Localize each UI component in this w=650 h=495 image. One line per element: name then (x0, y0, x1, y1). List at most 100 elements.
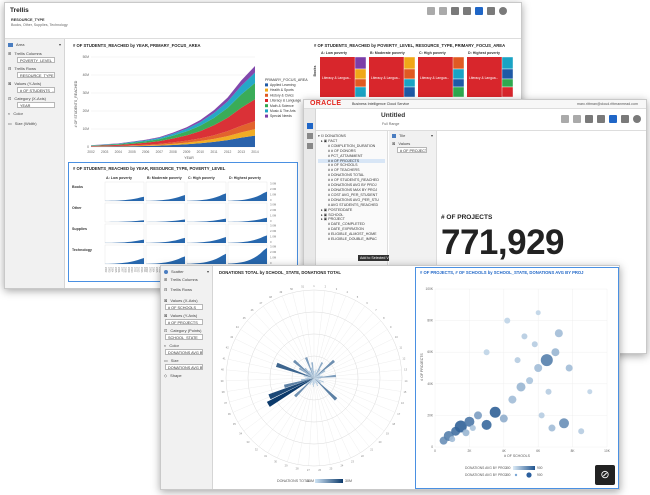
polar-bar (311, 378, 314, 383)
area-y-tick: 0 (87, 145, 89, 149)
category-label: Category (X-Axis) (14, 96, 46, 101)
scatter-window: Scatter ▾ ⊞ Trellis Columns ⊟ Trellis Rows… (160, 265, 620, 490)
sm-y-tick: 3.0M (270, 203, 277, 207)
share-icon[interactable] (597, 115, 605, 123)
tile-values-row[interactable]: ⊠ Values (389, 141, 436, 146)
scatter-trellis-rows[interactable]: ⊟ Trellis Rows (161, 287, 212, 292)
polar-category-label: 8 (383, 316, 385, 320)
settings-icon[interactable] (633, 115, 641, 123)
tree-item[interactable]: ▸ ▣ FACT (321, 138, 338, 143)
redo-icon[interactable] (573, 115, 581, 123)
polar-spoke (313, 290, 325, 379)
viz-type-selector[interactable]: Area ▾ (5, 42, 64, 47)
area-x-tick: 2012 (224, 150, 232, 154)
polar-category-label: 4 (347, 290, 349, 294)
category-field[interactable]: YEAR (17, 102, 55, 108)
scatter-category-field[interactable]: SCHOOL_STATE (165, 334, 203, 340)
data-elements-icon[interactable] (307, 123, 313, 129)
scatter-viz-type[interactable]: Scatter ▾ (161, 269, 212, 274)
trellis-columns-field[interactable]: POVERTY_LEVEL (17, 57, 55, 63)
untitled-title[interactable]: Untitled (381, 112, 406, 119)
scatter-trellis-columns[interactable]: ⊞ Trellis Columns (161, 277, 212, 282)
tree-item[interactable]: # # OF TEACHERS (328, 168, 360, 173)
scatter-category[interactable]: ⊡ Category (Points) (161, 328, 212, 333)
data-icon[interactable] (487, 7, 495, 15)
scatter-values-y-field[interactable]: # OF PROJECTS (165, 319, 203, 325)
values-row[interactable]: ⊠ Values (Y-Axis) (5, 81, 64, 86)
tree-item[interactable]: # PCT_ATTAINMENT (328, 153, 363, 158)
polar-spoke (287, 377, 315, 462)
collapse-icon: ▾ (318, 134, 320, 138)
tree-item[interactable]: # DONATIONS MAX BY PROJ (328, 187, 378, 192)
scatter-values-x[interactable]: ⊠ Values (X-Axis) (161, 298, 212, 303)
small-multiples-chart[interactable]: A: Low poverty B: Moderate poverty C: High… (69, 173, 297, 281)
scatter-values-y[interactable]: ⊠ Values (Y-Axis) (161, 313, 212, 318)
tree-root[interactable]: ▾ ⛁ DONATIONS (318, 134, 385, 139)
sm-y-tick: 3.0M (270, 245, 277, 249)
tree-item[interactable]: # ELIGIBLE_DOUBLE_IMPAC (328, 237, 377, 242)
tree-item[interactable]: # DONATIONS TOTAL (328, 173, 365, 178)
trellis-subtitle-label: RESOURCE_TYPE (11, 18, 45, 22)
hide-icon[interactable]: ⊘ (595, 465, 615, 485)
tree-item[interactable]: ▸ ▣ POSTEDDATE (321, 207, 353, 212)
tree-item[interactable]: # # OF STUDENTS_REACHED (328, 178, 379, 183)
heat-chart[interactable]: A: Low poverty B: Moderate poverty C: High… (310, 49, 522, 99)
present-icon[interactable] (609, 115, 617, 123)
undo-icon[interactable] (427, 7, 435, 15)
chart-icon[interactable] (451, 7, 459, 15)
tree-item[interactable]: # COST AVG_PER_STUDENT (328, 192, 378, 197)
chart-icon[interactable] (585, 115, 593, 123)
settings-icon[interactable] (499, 7, 507, 15)
area-chart[interactable]: # OF STUDENTS_REACHED 0 10M 20M 30M 40M 50M 2… (69, 49, 309, 161)
tile-values-field[interactable]: # OF PROJECTS (397, 147, 427, 153)
polar-spoke (313, 377, 370, 447)
scatter-values-x-field[interactable]: # OF SCHOOLS (165, 304, 203, 310)
tree-item[interactable]: # DONATIONS AVG BY PROJ (328, 183, 377, 188)
trellis-rows-field[interactable]: RESOURCE_TYPE (17, 72, 55, 78)
tree-item[interactable]: ▸ ▣ PROJECT (321, 217, 345, 222)
tree-item[interactable]: # AVG STUDENTS_REACHED (328, 202, 379, 207)
tree-item[interactable]: # # OF PROJECTS (318, 158, 385, 164)
tree-item[interactable]: # ELIGIBLE_ALMOST_HOME (328, 232, 377, 237)
tree-item[interactable]: # DATE_EXPIRATION (328, 227, 364, 232)
bubble-chart[interactable]: # OF PROJECTS 0 20K 40K 60K 80K 100K 0 2K 4K 6K 8K… (417, 277, 617, 487)
present-icon[interactable] (475, 7, 483, 15)
trellis-rows-row[interactable]: ⊟ Trellis Rows (5, 66, 64, 71)
tree-item[interactable]: # DONATIONS AVG_PER_STU (328, 197, 379, 202)
redo-icon[interactable] (439, 7, 447, 15)
share-icon[interactable] (463, 7, 471, 15)
sm-x-tick: 2012 (137, 267, 140, 273)
undo-icon[interactable] (561, 115, 569, 123)
legend-swatch (265, 109, 268, 113)
scatter-size-field[interactable]: DONATIONS AVG B... (165, 364, 203, 370)
scatter-color-field[interactable]: DONATIONS AVG B... (165, 349, 203, 355)
sm-column-header: C: High poverty (188, 176, 215, 180)
data-icon[interactable] (621, 115, 629, 123)
values-icon: ⊠ (8, 81, 12, 86)
user-name[interactable]: marc.rittman@cloud.rittmanmead.com (577, 102, 638, 106)
sm-x-tick: 2010 (130, 267, 133, 273)
scatter-color[interactable]: ◐ Color (161, 343, 212, 348)
color-row[interactable]: ◐ Color (5, 111, 64, 116)
visualizations-icon[interactable] (307, 133, 313, 139)
category-row[interactable]: ⊡ Category (X-Axis) (5, 96, 64, 101)
tree-item[interactable]: # # OF SCHOOLS (328, 163, 358, 168)
tree-item[interactable]: # # OF DONORS (328, 148, 356, 153)
heat-sub-cell (403, 86, 416, 98)
size-row[interactable]: ▭ Size (Width) (5, 121, 64, 126)
analytics-icon[interactable] (307, 143, 313, 149)
scatter-size[interactable]: ▭ Size (161, 358, 212, 363)
tile-type-selector[interactable]: Tile ▾ (389, 133, 436, 138)
trellis-columns-row[interactable]: ⊞ Trellis Columns (5, 51, 64, 56)
trellis-subtitle-value: Books, Other, Supplies, Technology (11, 23, 68, 27)
polar-bar (309, 378, 314, 384)
heat-column-header: C: High poverty (419, 51, 446, 55)
tree-item[interactable]: # DATE_COMPLETED (328, 222, 365, 227)
scatter-shape[interactable]: ◇ Shape (161, 373, 212, 378)
area-x-tick: 2009 (183, 150, 191, 154)
polar-chart[interactable]: 1 234567891011121314151617181920212223242… (215, 276, 413, 488)
tree-item[interactable]: # COMPLETION_DURATION (328, 143, 376, 148)
area-series-2 (91, 129, 255, 147)
tree-item[interactable]: ▸ ▣ SCHOOL (321, 212, 344, 217)
values-field[interactable]: # OF STUDENTS_... (17, 87, 55, 93)
